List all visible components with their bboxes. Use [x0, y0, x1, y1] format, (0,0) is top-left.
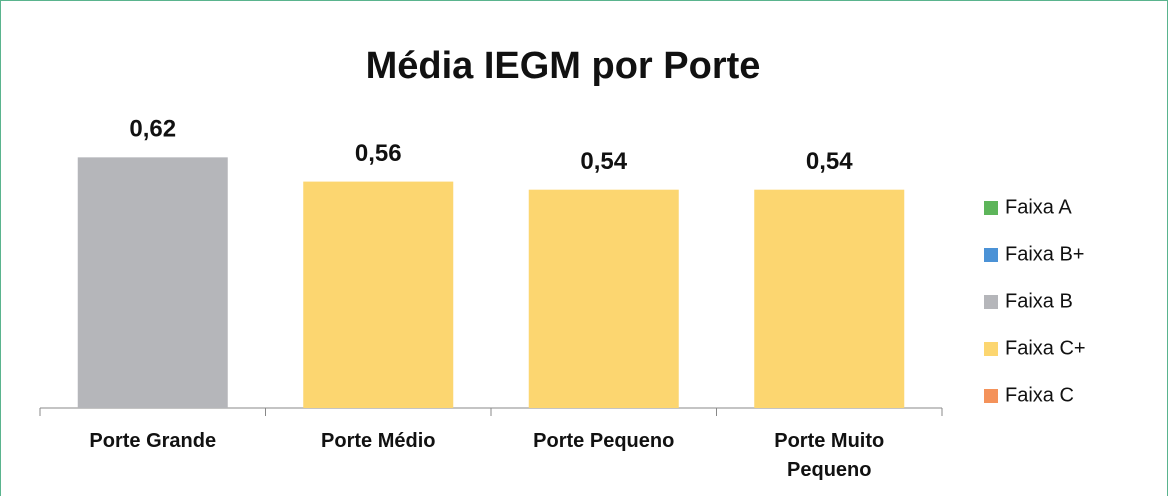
legend-swatch [984, 295, 998, 309]
x-tick-label: Porte Pequeno [533, 430, 675, 452]
legend-label: Faixa B+ [1005, 243, 1084, 265]
data-label: 0,62 [129, 116, 176, 143]
bar [303, 181, 454, 408]
legend-swatch [984, 201, 998, 215]
legend-swatch [984, 248, 998, 262]
bar [754, 189, 905, 408]
data-label: 0,56 [355, 140, 402, 167]
bar [528, 189, 679, 408]
legend-label: Faixa C [1005, 384, 1074, 406]
data-label: 0,54 [580, 148, 627, 175]
x-tick-label: Porte Médio [321, 430, 436, 452]
bar [77, 157, 228, 408]
legend-swatch [984, 389, 998, 403]
chart-title: Média IEGM por Porte [366, 45, 761, 87]
legend-swatch [984, 342, 998, 356]
legend-label: Faixa B [1005, 290, 1073, 312]
data-label: 0,54 [806, 148, 853, 175]
legend-label: Faixa C+ [1005, 337, 1086, 359]
x-tick-label: Porte Grande [89, 430, 217, 452]
x-tick-label: Porte Muito Pequeno [774, 430, 885, 481]
legend-label: Faixa A [1005, 196, 1072, 218]
